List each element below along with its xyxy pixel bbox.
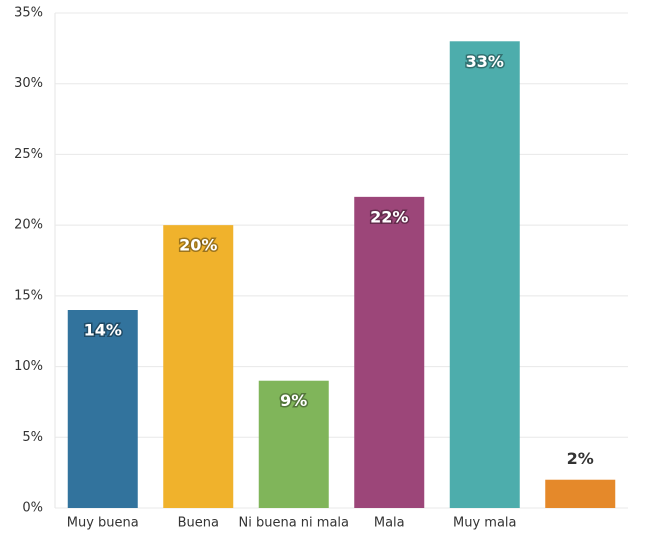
bar: [354, 196, 425, 508]
y-tick-label: 25%: [14, 147, 43, 162]
bar: [163, 225, 234, 508]
value-label: 20%: [179, 236, 217, 255]
bar: [258, 380, 329, 508]
value-label: 33%: [466, 52, 504, 71]
x-tick-label: Muy mala: [453, 516, 517, 531]
y-tick-label: 20%: [14, 218, 43, 233]
value-label: 14%: [84, 321, 122, 340]
y-tick-label: 30%: [14, 76, 43, 91]
value-label: 2%: [567, 449, 594, 468]
y-tick-label: 15%: [14, 288, 43, 303]
y-tick-label: 35%: [14, 6, 43, 21]
y-tick-label: 10%: [14, 359, 43, 374]
x-tick-label: Muy buena: [67, 516, 139, 531]
bar: [449, 41, 520, 509]
bar: [67, 310, 138, 508]
value-label: 22%: [370, 207, 408, 226]
y-tick-label: 0%: [22, 501, 43, 516]
y-tick-label: 5%: [22, 430, 43, 445]
x-tick-label: Buena: [178, 516, 219, 531]
bar: [545, 479, 616, 508]
x-tick-label: Ni buena ni mala: [239, 516, 350, 531]
value-label: 9%: [280, 391, 307, 410]
x-tick-label: Mala: [374, 516, 405, 531]
